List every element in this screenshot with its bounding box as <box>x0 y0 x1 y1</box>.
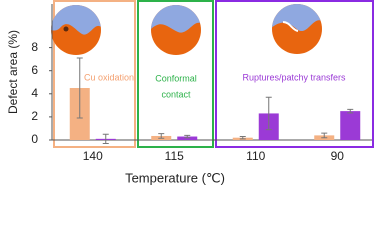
y-tick-label: 2 <box>31 109 38 123</box>
error-bar <box>158 133 165 139</box>
annotation: Conformal <box>155 73 197 83</box>
y-tick-label: 6 <box>31 63 38 77</box>
region-box <box>53 0 136 148</box>
x-tick-label: 110 <box>246 149 265 163</box>
x-tick-label: 115 <box>165 149 184 163</box>
error-bar <box>76 57 83 119</box>
annotation: Cu oxidation <box>84 72 134 82</box>
y-tick-label: 8 <box>31 40 38 54</box>
region-box <box>137 0 214 148</box>
chart: Temperature (℃) Defect area (%) 0 2 4 6 8 140… <box>6 0 374 185</box>
x-axis-label: Temperature (℃) <box>125 170 225 185</box>
bar <box>340 111 361 140</box>
icon <box>51 5 101 55</box>
x-tick-label: 90 <box>331 149 345 163</box>
error-bar <box>102 133 109 144</box>
page: Temperature (℃) Defect area (%) 0 2 4 6 8 140… <box>6 0 374 186</box>
icon <box>151 5 201 55</box>
icon <box>272 4 322 54</box>
y-tick-label: 4 <box>31 86 38 100</box>
bar <box>177 136 198 140</box>
annotation: contact <box>161 89 191 99</box>
y-tick-label: 0 <box>31 132 38 146</box>
x-tick-label: 140 <box>83 149 103 163</box>
error-bar <box>265 96 272 131</box>
error-bar <box>184 134 191 139</box>
error-bar <box>321 132 328 139</box>
region-box <box>215 0 374 148</box>
annotation: Ruptures/patchy transfers <box>242 72 346 82</box>
error-bar <box>239 136 246 140</box>
error-bar <box>347 108 354 114</box>
y-axis-label: Defect area (%) <box>6 30 20 114</box>
